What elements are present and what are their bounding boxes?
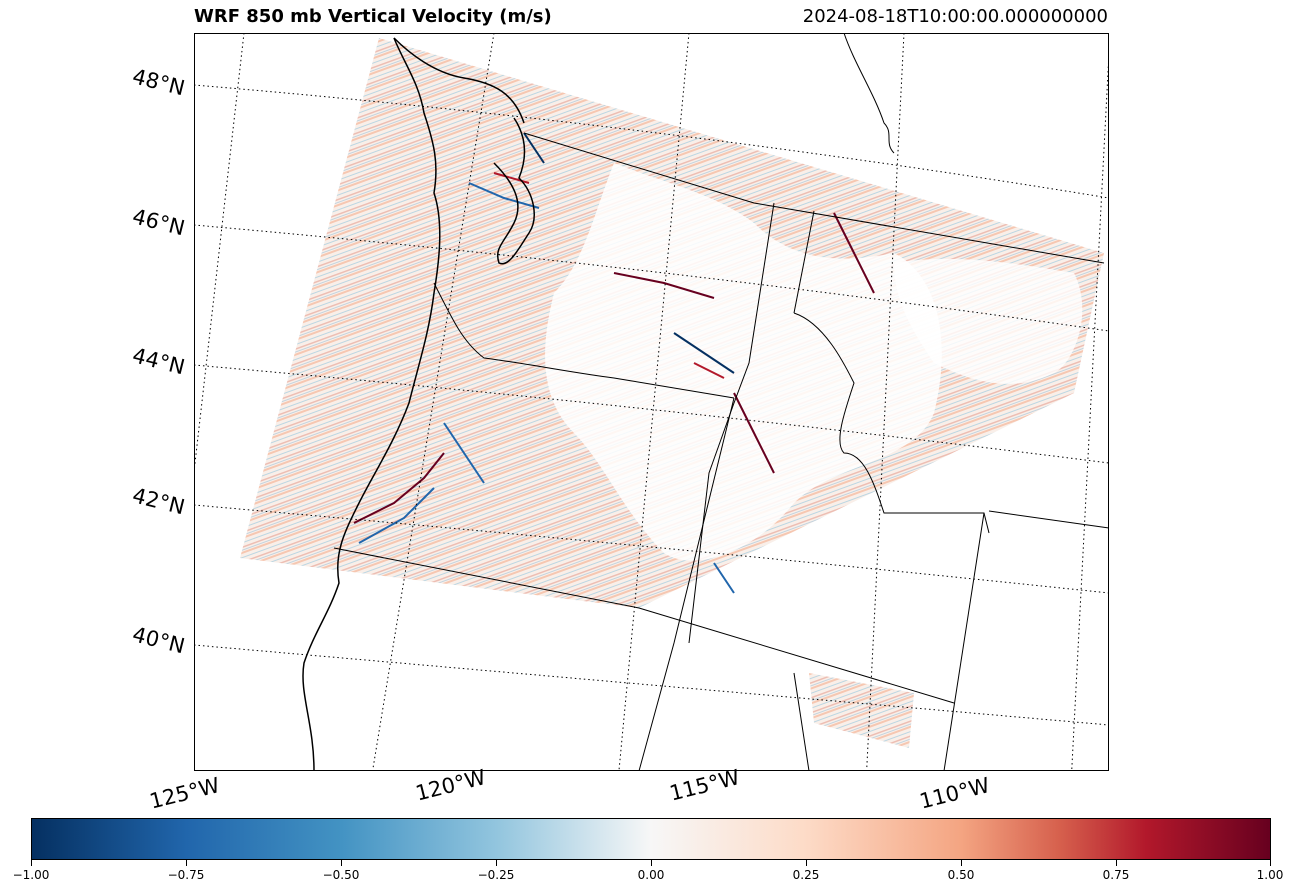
colorbar-tick-label: 0.75 bbox=[1102, 868, 1130, 882]
longitude-gridlines bbox=[194, 33, 1109, 771]
colorbar-tick-label: −1.00 bbox=[12, 868, 50, 882]
map-panel bbox=[194, 33, 1109, 771]
model-domain-field bbox=[809, 673, 914, 748]
lon-label-125: 125°W bbox=[147, 773, 223, 814]
lon-label-120: 120°W bbox=[413, 765, 489, 806]
colorbar-tick bbox=[961, 860, 962, 866]
masked-terrain-region bbox=[894, 258, 1083, 384]
colorbar-tick bbox=[806, 860, 807, 866]
colorbar-tick bbox=[341, 860, 342, 866]
puget-sound bbox=[493, 117, 535, 265]
colorbar-tick-label: 1.00 bbox=[1256, 868, 1284, 882]
lat-label-42: 42°N bbox=[130, 483, 188, 520]
colorbar-tick bbox=[1270, 860, 1271, 866]
lat-label-48: 48°N bbox=[130, 64, 188, 101]
colorbar-tick bbox=[651, 860, 652, 866]
colorbar-tick bbox=[31, 860, 32, 866]
colorbar-tick-label: −0.75 bbox=[167, 868, 205, 882]
velocity-streaks bbox=[353, 132, 875, 594]
colorbar-tick bbox=[496, 860, 497, 866]
colorbar-tick-label: 0.00 bbox=[637, 868, 665, 882]
lat-label-40: 40°N bbox=[130, 622, 188, 659]
map-title: WRF 850 mb Vertical Velocity (m/s) bbox=[194, 6, 552, 27]
colorbar-tick-label: −0.25 bbox=[477, 868, 515, 882]
valid-time: 2024-08-18T10:00:00.000000000 bbox=[802, 6, 1108, 27]
lon-label-115: 115°W bbox=[667, 765, 743, 806]
lat-label-46: 46°N bbox=[130, 204, 188, 241]
colorbar-tick bbox=[186, 860, 187, 866]
coastline bbox=[302, 37, 441, 771]
state-borders bbox=[333, 33, 1109, 771]
colorbar-tick-label: −0.50 bbox=[322, 868, 360, 882]
lon-label-110: 110°W bbox=[917, 773, 993, 814]
lat-label-44: 44°N bbox=[130, 343, 188, 380]
colorbar-tick bbox=[1116, 860, 1117, 866]
colorbar-tick-label: 0.25 bbox=[792, 868, 820, 882]
strait-coastline bbox=[393, 37, 525, 124]
colorbar-tick-label: 0.50 bbox=[947, 868, 975, 882]
latitude-gridlines bbox=[194, 84, 1109, 726]
masked-terrain-region bbox=[545, 163, 942, 561]
colorbar bbox=[31, 818, 1271, 860]
